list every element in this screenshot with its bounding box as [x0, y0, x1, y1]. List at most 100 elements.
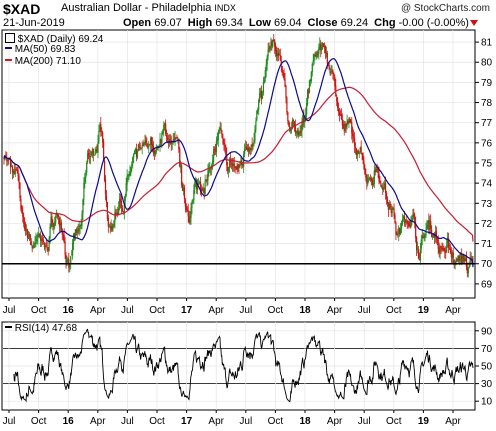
x-tick-label: Apr: [90, 305, 106, 316]
candle-body: [67, 258, 69, 260]
candle-body: [327, 64, 329, 66]
candle-body: [110, 225, 112, 229]
candle-body: [259, 93, 261, 101]
x-tick-label: 18: [299, 305, 311, 316]
candle-body: [69, 265, 71, 267]
x-tick-label: Oct: [386, 416, 402, 427]
candle-body: [93, 155, 95, 156]
candle-body: [400, 228, 402, 235]
candle-body: [94, 151, 96, 156]
candle-body: [368, 179, 370, 181]
chart-date: 21-Jun-2019: [3, 17, 65, 29]
x-tick-label: Jul: [3, 416, 16, 427]
candle-body: [189, 217, 191, 223]
candle-body: [315, 54, 317, 57]
candle-body: [356, 150, 358, 156]
candle-body: [164, 122, 166, 126]
candle-body: [392, 207, 394, 210]
high-label: High: [187, 17, 213, 29]
candle-body: [48, 238, 50, 251]
candle-body: [191, 202, 193, 208]
candle-body: [144, 140, 146, 144]
candle-body: [179, 149, 181, 168]
candle-body: [379, 181, 381, 183]
candle-body: [456, 258, 458, 261]
candle-body: [291, 119, 294, 127]
candle-body: [411, 217, 413, 222]
candle-body: [422, 236, 424, 239]
candle-body: [88, 155, 91, 157]
x-tick-label: 17: [181, 305, 193, 316]
candle-body: [322, 43, 325, 47]
candle-body: [337, 101, 339, 108]
candle-body: [457, 255, 459, 261]
candle-body: [445, 250, 447, 253]
candle-body: [235, 166, 237, 168]
candle-body: [300, 131, 302, 133]
candle-body: [42, 240, 45, 243]
chg-value: -0.00 (-0.00%): [398, 17, 469, 29]
candle-body: [133, 154, 135, 158]
candle-body: [64, 241, 66, 255]
candle-body: [187, 210, 189, 217]
x-tick-label: Apr: [90, 416, 106, 427]
candle-body: [76, 229, 78, 233]
candle-body: [384, 183, 387, 193]
candle-body: [153, 150, 155, 155]
candle-body: [143, 143, 145, 146]
candle-body: [307, 90, 310, 93]
candle-body: [155, 147, 157, 153]
candle-body: [60, 222, 62, 230]
ma200-legend-label: MA(200) 71.10: [14, 56, 81, 67]
candle-body: [114, 212, 116, 222]
candle-body: [404, 220, 406, 223]
candle-body: [33, 245, 35, 248]
candle-body: [59, 223, 61, 226]
candle-body: [353, 137, 356, 147]
candle-body: [429, 220, 431, 229]
candle-body: [287, 112, 289, 122]
candle-body: [47, 249, 49, 251]
price-legend-label: $XAD (Daily) 69.24: [17, 34, 104, 45]
candle-body: [381, 187, 383, 189]
candle-body: [173, 139, 175, 141]
candle-body: [53, 225, 55, 228]
candle-body: [463, 254, 465, 260]
candle-body: [92, 148, 94, 156]
candle-body: [273, 39, 275, 42]
candle-body: [285, 85, 287, 98]
candle-body: [21, 208, 23, 214]
candle-body: [237, 164, 239, 169]
candle-body: [330, 70, 332, 74]
open-label: Open: [123, 17, 152, 29]
candle-body: [269, 45, 271, 49]
candle-body: [234, 167, 236, 168]
candle-body: [50, 217, 52, 228]
candle-body: [9, 159, 12, 168]
candle-body: [440, 246, 442, 248]
candle-body: [113, 220, 115, 227]
price-y-tick-label: 80: [481, 58, 493, 69]
candle-body: [96, 149, 98, 152]
ohlc-readout: Open 69.07 High 69.34 Low 69.04 Close 69…: [123, 18, 472, 29]
candle-body: [219, 127, 221, 130]
candle-body: [20, 198, 22, 209]
x-tick-label: Apr: [445, 305, 461, 316]
candle-body: [425, 229, 427, 236]
candle-body: [181, 165, 183, 186]
candle-body: [132, 156, 134, 163]
candle-body: [339, 114, 342, 116]
candle-body: [103, 160, 106, 181]
candle-body: [214, 149, 217, 152]
candle-body: [297, 130, 299, 135]
candle-body: [231, 163, 233, 166]
price-y-tick-label: 69: [481, 279, 493, 290]
candle-body: [87, 153, 90, 156]
candle-body: [438, 248, 440, 253]
candle-body: [127, 175, 129, 177]
candle-body: [345, 124, 347, 128]
candle-body: [370, 178, 373, 181]
open-value: 69.07: [154, 17, 182, 29]
candle-body: [57, 215, 60, 218]
price-y-tick-label: 71: [481, 239, 493, 250]
